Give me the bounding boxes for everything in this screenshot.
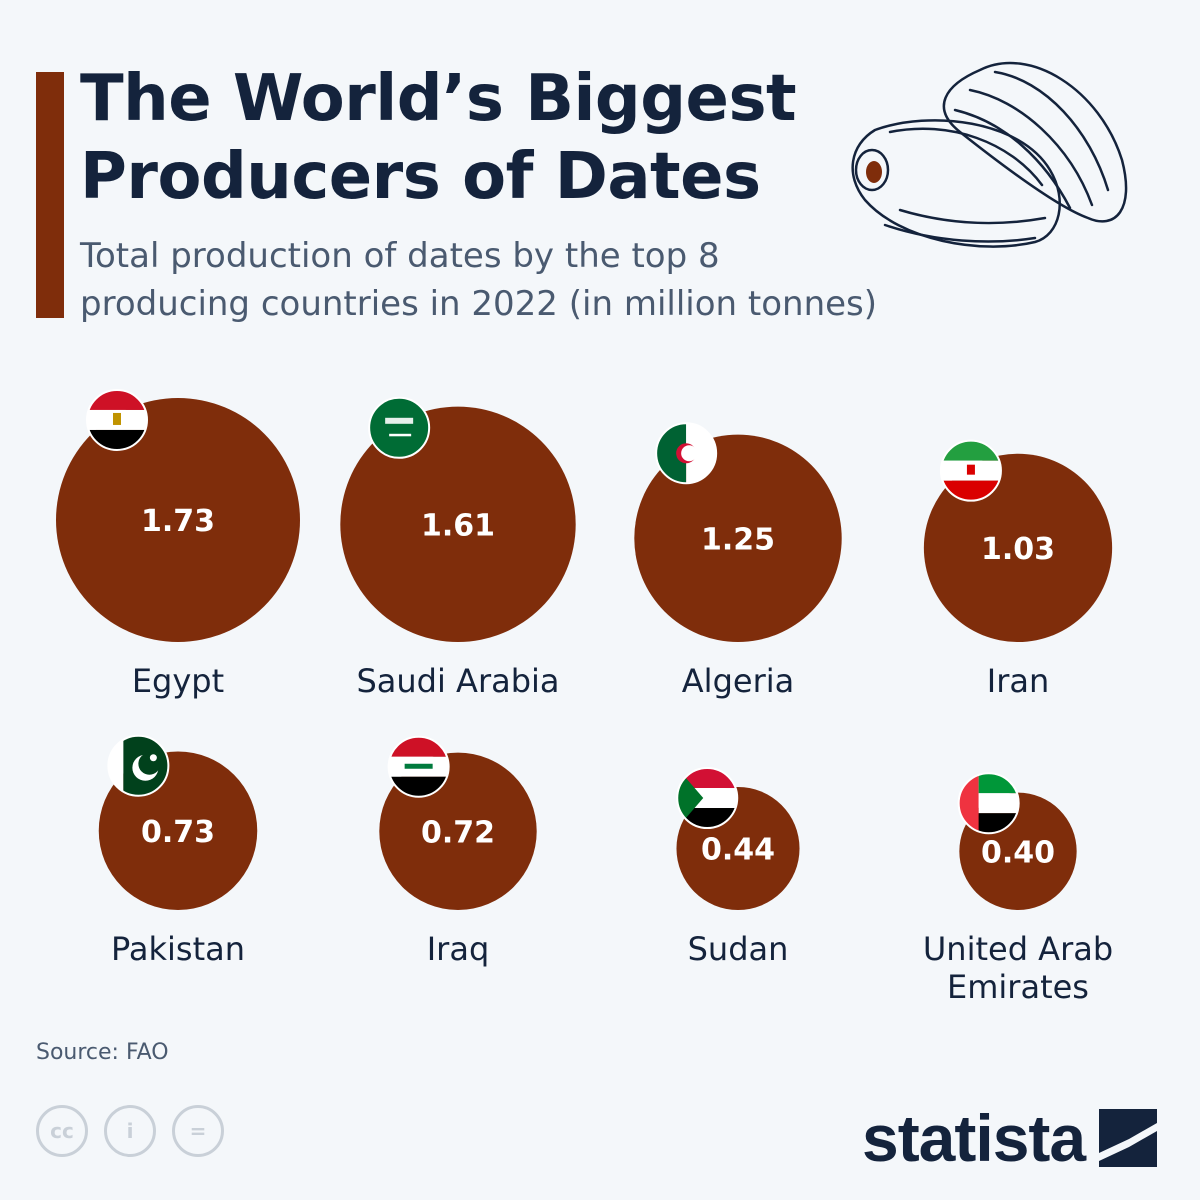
title-line-1: The World’s Biggest [80, 62, 797, 136]
country-label: Egypt [132, 662, 224, 700]
cc-icon[interactable]: cc [36, 1105, 88, 1157]
country-label: Pakistan [111, 930, 245, 968]
iraq-flag-icon [387, 735, 450, 798]
sudan-flag-icon [676, 767, 739, 830]
statista-mark-icon [1099, 1109, 1158, 1167]
country-label: Saudi Arabia [356, 662, 559, 700]
country-label: Iraq [427, 930, 490, 968]
bubble-saudi-arabia [340, 406, 576, 642]
bubble-value-label: 1.03 [981, 532, 1055, 567]
page-subtitle: Total production of dates by the top 8 p… [80, 232, 940, 328]
egypt-flag-icon [86, 388, 148, 451]
bubble-egypt [56, 398, 300, 642]
bubble-value-label: 0.72 [421, 815, 495, 850]
bubble-value-label: 1.73 [141, 504, 215, 539]
iran-flag-icon [939, 439, 1002, 502]
uae-flag-icon [957, 772, 1020, 835]
subtitle-line-2: producing countries in 2022 (in million … [80, 284, 878, 324]
bubble-value-label: 1.61 [421, 508, 495, 543]
title-accent-bar [36, 72, 64, 318]
saudi-arabia-flag-icon [368, 396, 431, 459]
bubble-chart: 1.73 Egypt 1.61 Saudi Arabia 1.25 Algeria 1.03… [56, 388, 1113, 1006]
algeria-flag-icon [655, 422, 718, 485]
country-label: Sudan [688, 930, 789, 968]
bubble-value-label: 0.73 [141, 815, 215, 850]
license-icons: cc i = [36, 1105, 224, 1157]
bubble-value-label: 1.25 [701, 522, 775, 557]
bubble-algeria [634, 434, 842, 642]
attribution-icon[interactable]: i [104, 1105, 156, 1157]
country-label: United Arab Emirates [923, 930, 1113, 1006]
bubble-value-label: 0.40 [981, 835, 1055, 870]
country-label: Algeria [682, 662, 794, 700]
brand-wordmark: statista [862, 1101, 1086, 1175]
dates-illustration-icon [851, 61, 1128, 248]
bubble-value-label: 0.44 [701, 832, 775, 867]
title-line-2: Producers of Dates [80, 140, 761, 214]
no-derivatives-icon[interactable]: = [172, 1105, 224, 1157]
pakistan-flag-icon [107, 734, 170, 797]
country-label: Iran [987, 662, 1049, 700]
page-title: The World’s Biggest Producers of Dates [80, 60, 797, 216]
subtitle-line-1: Total production of dates by the top 8 [80, 236, 720, 276]
statista-logo[interactable]: statista [862, 1100, 1158, 1176]
source-note: Source: FAO [36, 1040, 169, 1065]
